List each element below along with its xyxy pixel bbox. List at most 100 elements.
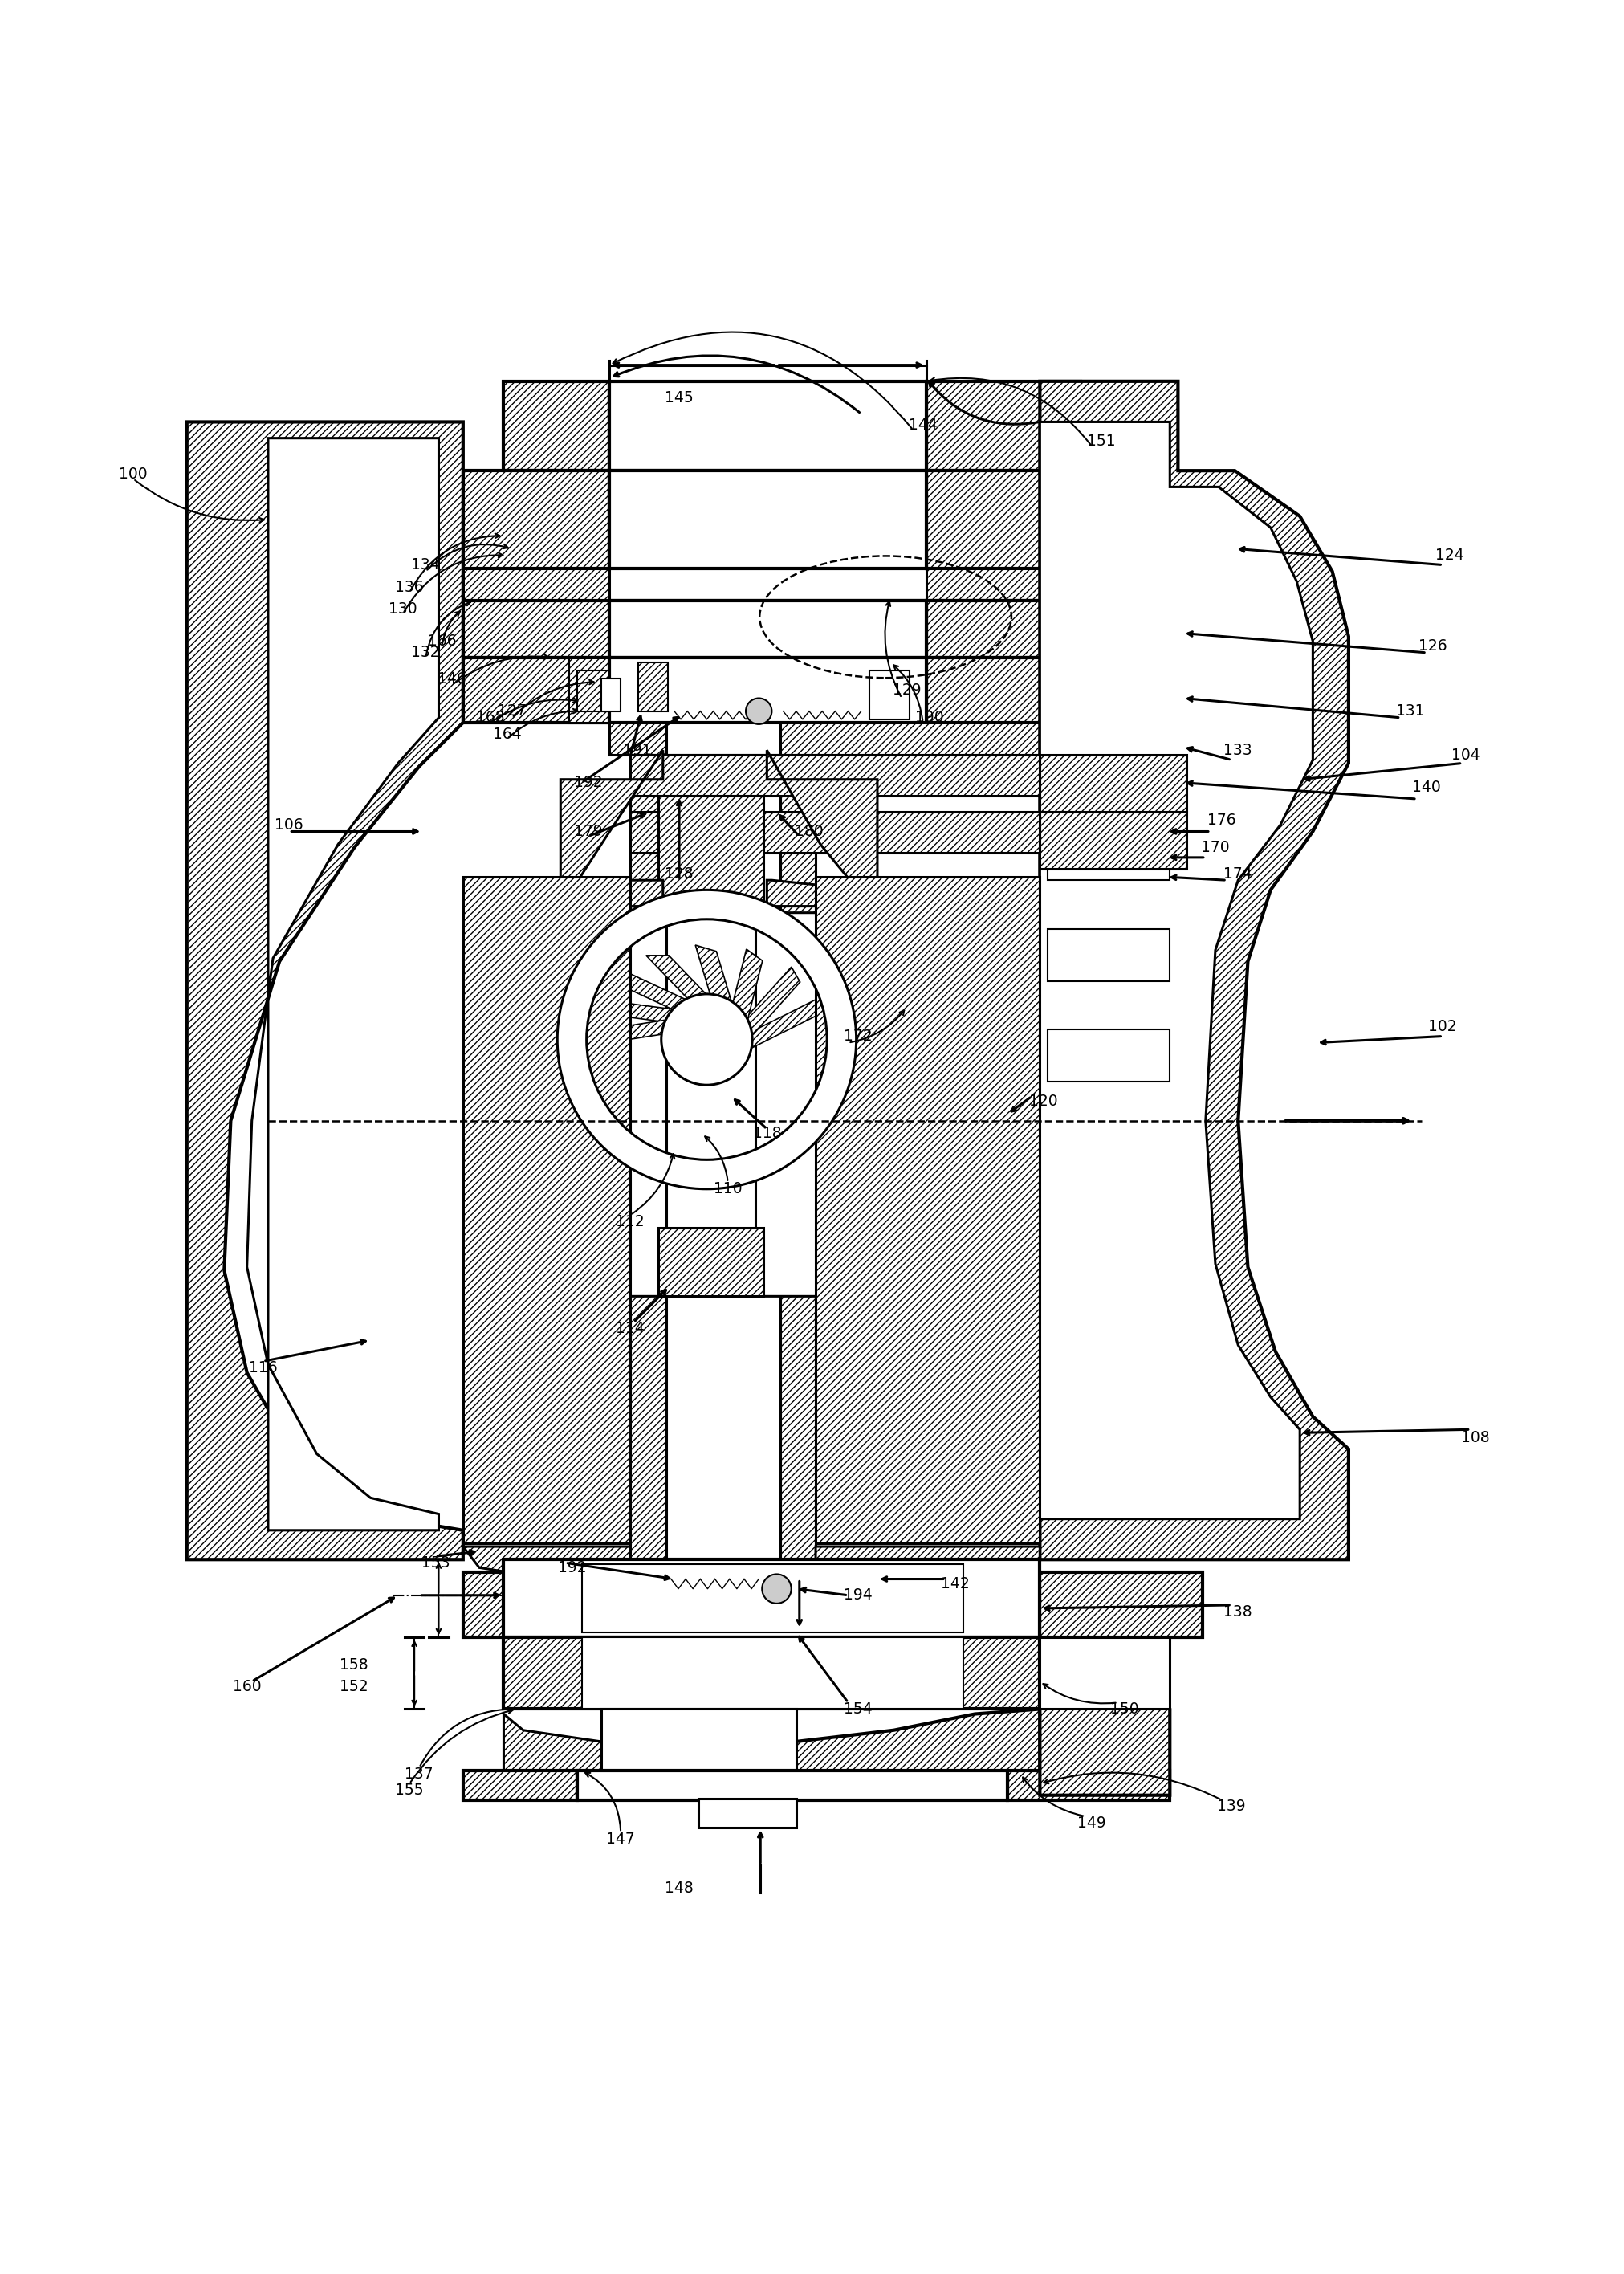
Text: 104: 104 xyxy=(1450,748,1479,762)
Polygon shape xyxy=(658,796,763,912)
Text: 192: 192 xyxy=(557,1560,586,1576)
Polygon shape xyxy=(767,880,901,907)
Polygon shape xyxy=(926,471,1177,568)
Text: 140: 140 xyxy=(1411,780,1440,796)
Polygon shape xyxy=(609,382,926,471)
Polygon shape xyxy=(568,657,609,723)
Polygon shape xyxy=(815,1546,1039,1585)
Polygon shape xyxy=(1039,423,1312,1519)
Polygon shape xyxy=(539,912,983,1296)
Circle shape xyxy=(762,1574,791,1603)
Text: 108: 108 xyxy=(1460,1430,1489,1446)
Polygon shape xyxy=(1039,382,1348,1560)
Text: 137: 137 xyxy=(404,1767,434,1783)
Polygon shape xyxy=(646,955,718,1007)
Polygon shape xyxy=(638,662,667,712)
Text: 146: 146 xyxy=(437,671,466,687)
Polygon shape xyxy=(560,750,663,894)
Polygon shape xyxy=(926,600,1177,657)
Text: 166: 166 xyxy=(427,634,456,648)
Polygon shape xyxy=(463,1574,1039,1637)
Polygon shape xyxy=(609,657,926,723)
Polygon shape xyxy=(1047,828,1169,880)
Polygon shape xyxy=(609,600,926,657)
Polygon shape xyxy=(666,723,780,755)
Polygon shape xyxy=(744,966,799,1035)
Text: 190: 190 xyxy=(914,709,944,725)
Polygon shape xyxy=(698,1799,796,1828)
Text: 191: 191 xyxy=(622,744,651,757)
Polygon shape xyxy=(1039,812,1186,869)
Polygon shape xyxy=(581,1565,963,1633)
Polygon shape xyxy=(463,1771,577,1801)
Polygon shape xyxy=(1047,1030,1169,1082)
Polygon shape xyxy=(463,878,630,1544)
Polygon shape xyxy=(926,382,1080,471)
Text: 176: 176 xyxy=(1207,812,1236,828)
Text: 106: 106 xyxy=(274,816,304,832)
Text: 128: 128 xyxy=(664,866,693,882)
Polygon shape xyxy=(731,948,762,1021)
Polygon shape xyxy=(666,912,755,1228)
Polygon shape xyxy=(581,1637,963,1710)
Text: 110: 110 xyxy=(713,1182,742,1196)
Polygon shape xyxy=(503,382,609,471)
Polygon shape xyxy=(187,423,463,1560)
Text: 130: 130 xyxy=(388,600,417,616)
Text: 144: 144 xyxy=(908,418,937,432)
Polygon shape xyxy=(581,998,682,1021)
Polygon shape xyxy=(780,755,815,1560)
Text: 112: 112 xyxy=(615,1214,645,1230)
Text: 170: 170 xyxy=(1200,839,1229,855)
Text: 120: 120 xyxy=(1028,1094,1057,1110)
Polygon shape xyxy=(1039,1637,1169,1710)
Text: 148: 148 xyxy=(664,1881,693,1897)
Polygon shape xyxy=(630,755,1039,796)
Text: 142: 142 xyxy=(940,1576,970,1592)
Text: 118: 118 xyxy=(752,1126,781,1142)
Text: 149: 149 xyxy=(1077,1815,1106,1831)
Text: 124: 124 xyxy=(1434,548,1463,562)
Polygon shape xyxy=(1039,1574,1202,1637)
Polygon shape xyxy=(463,1546,630,1578)
Text: 151: 151 xyxy=(1086,434,1116,448)
Text: 132: 132 xyxy=(411,646,440,659)
Polygon shape xyxy=(630,755,666,1560)
Polygon shape xyxy=(767,750,877,894)
Text: 172: 172 xyxy=(843,1028,872,1044)
Text: 145: 145 xyxy=(664,389,693,405)
Polygon shape xyxy=(575,1019,669,1048)
Text: 139: 139 xyxy=(1216,1799,1246,1815)
Polygon shape xyxy=(463,471,609,568)
Polygon shape xyxy=(869,671,909,719)
Text: 192: 192 xyxy=(573,775,603,791)
Text: 158: 158 xyxy=(339,1658,369,1674)
Polygon shape xyxy=(247,439,438,1530)
Text: 138: 138 xyxy=(1223,1603,1252,1619)
Polygon shape xyxy=(601,1710,796,1771)
Polygon shape xyxy=(1007,1771,1169,1801)
Polygon shape xyxy=(606,973,700,1012)
Text: 154: 154 xyxy=(843,1701,872,1717)
Polygon shape xyxy=(577,671,609,712)
Text: 180: 180 xyxy=(794,823,823,839)
Polygon shape xyxy=(609,723,1177,755)
Polygon shape xyxy=(463,657,609,723)
Polygon shape xyxy=(601,678,620,712)
Text: 147: 147 xyxy=(606,1831,635,1846)
Text: 129: 129 xyxy=(892,682,921,698)
Polygon shape xyxy=(658,1228,763,1296)
Text: 152: 152 xyxy=(339,1678,369,1694)
Polygon shape xyxy=(609,471,926,568)
Circle shape xyxy=(745,698,771,723)
Text: 102: 102 xyxy=(1427,1019,1457,1035)
Polygon shape xyxy=(695,946,734,1012)
Polygon shape xyxy=(630,1560,666,1576)
Polygon shape xyxy=(752,996,823,1048)
Text: 114: 114 xyxy=(615,1321,645,1337)
Polygon shape xyxy=(926,657,1177,723)
Text: 127: 127 xyxy=(497,703,526,719)
Polygon shape xyxy=(503,1715,601,1771)
Polygon shape xyxy=(1047,930,1169,980)
Polygon shape xyxy=(780,1560,815,1576)
